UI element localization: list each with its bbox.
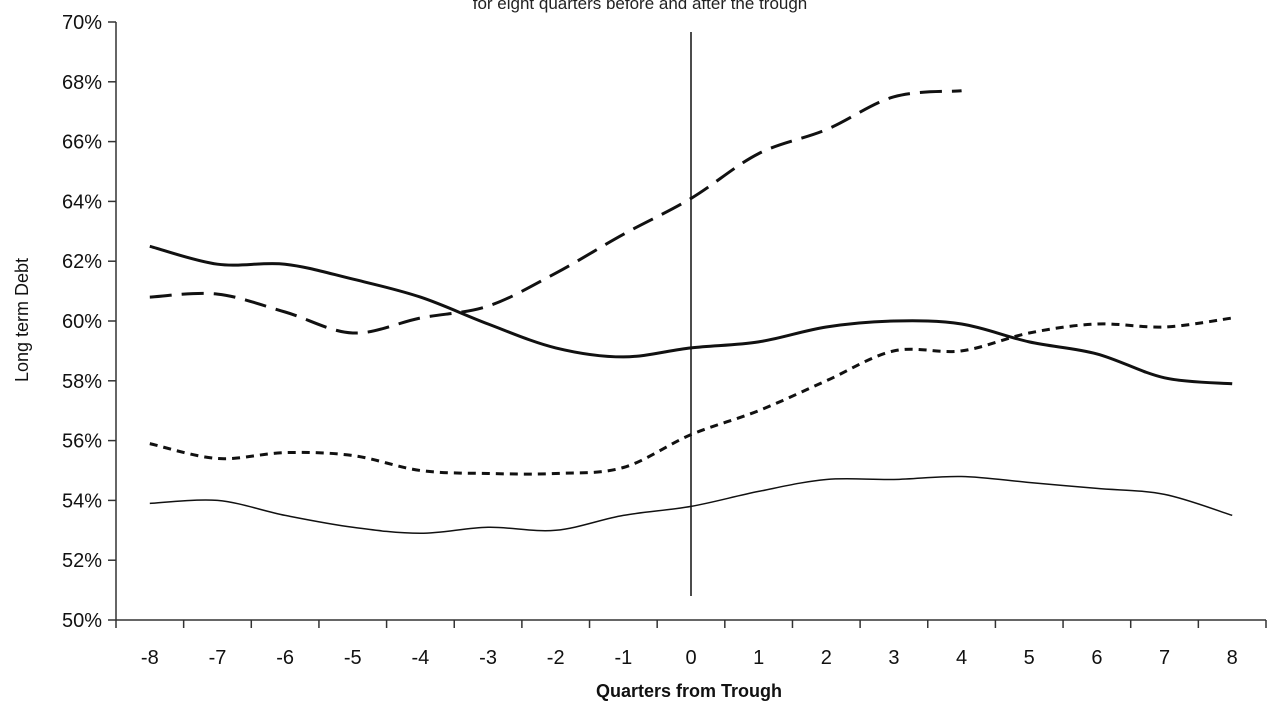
x-tick-label: -7 [209,647,227,669]
y-tick-label: 62% [62,251,102,273]
y-tick-label: 66% [62,132,102,154]
x-tick-label: 1 [753,647,764,669]
x-tick-label: 2 [821,647,832,669]
y-tick-label: 52% [62,550,102,572]
x-tick-label: 7 [1159,647,1170,669]
series-line-3 [149,316,1233,476]
x-tick-label: -5 [344,647,362,669]
x-tick-label: -2 [547,647,565,669]
x-tick-label: 8 [1227,647,1238,669]
y-tick-label: 58% [62,371,102,393]
y-tick-label: 56% [62,431,102,453]
x-tick-label: 0 [685,647,696,669]
y-tick-label: 70% [62,12,102,34]
chart-subtitle: for eight quarters before and after the … [473,0,808,13]
x-tick-label: -1 [614,647,632,669]
x-tick-label: -8 [141,647,159,669]
x-tick-label: 5 [1024,647,1035,669]
x-axis-title: Quarters from Trough [596,681,782,701]
x-tick-label: 3 [888,647,899,669]
series-line-2 [149,89,962,335]
y-axis: 50% 52% 54% 56% 58% 60% 62% 64% 66% 68% 70% [62,12,117,632]
x-tick-label: -4 [412,647,430,669]
y-axis-title: Long term Debt [12,258,32,382]
y-tick-label: 60% [62,311,102,333]
series-group [149,89,1233,535]
y-tick-label: 50% [62,610,102,632]
x-tick-label: -3 [479,647,497,669]
x-tick-label: 6 [1091,647,1102,669]
x-axis: -8 -7 -6 -5 -4 -3 -2 -1 0 1 2 3 4 5 6 7 8 [115,619,1267,669]
y-tick-label: 54% [62,490,102,512]
y-tick-label: 68% [62,72,102,94]
y-tick-label: 64% [62,191,102,213]
series-line-4 [149,475,1233,535]
x-tick-label: 4 [956,647,967,669]
series-line-1 [149,244,1233,386]
x-tick-label: -6 [276,647,294,669]
